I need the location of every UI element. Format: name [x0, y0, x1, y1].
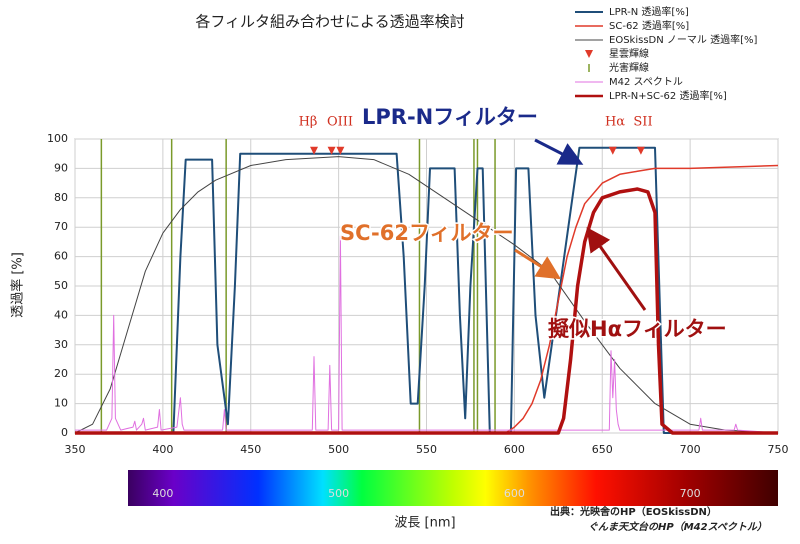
x-tick-label: 450	[240, 443, 261, 456]
y-tick-label: 80	[54, 191, 68, 204]
x-tick-label: 400	[152, 443, 173, 456]
x-axis-label: 波長 [nm]	[394, 516, 455, 531]
legend-label: LPR-N 透過率[%]	[609, 5, 689, 18]
y-tick-label: 90	[54, 161, 68, 174]
spectrum-label: 400	[152, 487, 173, 500]
y-tick-label: 20	[54, 367, 68, 380]
annotation: LPR-Nフィルター	[362, 105, 538, 129]
series-line	[75, 164, 779, 434]
series-line	[75, 235, 779, 434]
y-tick-label: 30	[54, 338, 68, 351]
spectrum-label: 600	[504, 487, 525, 500]
x-tick-label: 500	[328, 443, 349, 456]
x-tick-label: 650	[592, 443, 613, 456]
annotation-arrow	[534, 138, 584, 165]
series-line	[75, 146, 778, 434]
spectrum-bar	[128, 470, 778, 506]
emission-marker	[327, 146, 336, 155]
y-tick-label: 10	[54, 397, 68, 410]
legend-label: 光害輝線	[609, 61, 649, 74]
y-axis-label: 透過率 [%]	[10, 252, 26, 318]
x-tick-label: 350	[65, 443, 86, 456]
y-tick-label: 50	[54, 279, 68, 292]
line-label: Hα	[605, 115, 625, 130]
annotation-arrow	[586, 227, 647, 311]
annotation-arrow	[514, 248, 562, 280]
spectrum-label: 500	[328, 487, 349, 500]
annotation: 擬似Hαフィルター	[548, 317, 727, 341]
legend-swatch	[585, 50, 593, 58]
annotation: SC-62フィルター	[340, 221, 514, 245]
legend-label: SC-62 透過率[%]	[609, 19, 689, 32]
chart-title: 各フィルタ組み合わせによる透過率検討	[195, 13, 464, 31]
line-label: OIII	[327, 115, 353, 130]
line-label: Hβ	[299, 115, 318, 130]
legend-label: EOSkissDN ノーマル 透過率[%]	[609, 33, 757, 46]
series-line	[75, 187, 778, 435]
x-tick-label: 600	[504, 443, 525, 456]
spectrum-label: 700	[680, 487, 701, 500]
legend-label: LPR-N+SC-62 透過率[%]	[609, 89, 727, 102]
legend-label: 星雲輝線	[609, 47, 649, 60]
y-tick-label: 0	[61, 426, 68, 439]
emission-marker	[608, 146, 617, 155]
y-tick-label: 40	[54, 308, 68, 321]
line-label: SII	[633, 115, 652, 130]
source: 出典：光映舎のHP（EOSkissDN）	[550, 505, 717, 518]
legend-label: M42 スペクトル	[609, 76, 683, 88]
y-tick-label: 100	[47, 132, 68, 145]
x-tick-label: 700	[680, 443, 701, 456]
emission-marker	[336, 146, 345, 155]
x-tick-label: 750	[768, 443, 789, 456]
series-line	[74, 156, 779, 434]
y-tick-label: 70	[54, 220, 68, 233]
x-tick-label: 550	[416, 443, 437, 456]
emission-marker	[636, 146, 645, 155]
source: ぐんま天文台のHP（M42スペクトル）	[588, 521, 767, 533]
y-tick-label: 60	[54, 250, 68, 263]
emission-marker	[310, 146, 319, 155]
